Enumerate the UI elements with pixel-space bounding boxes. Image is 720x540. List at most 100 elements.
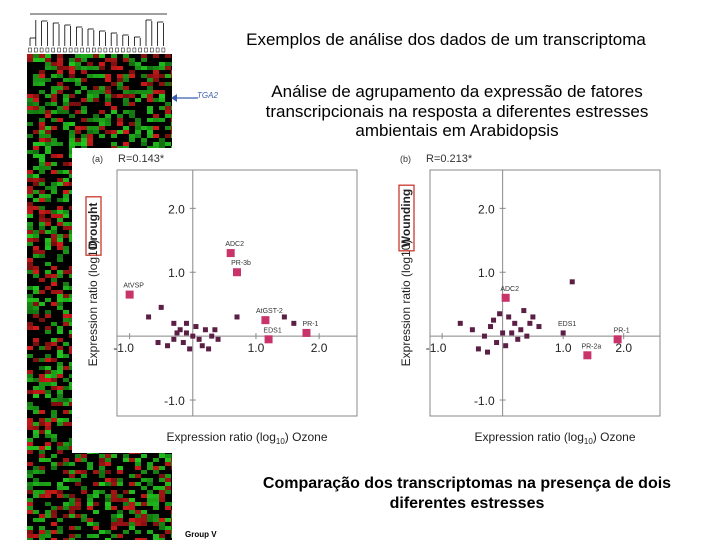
data-point	[199, 343, 205, 349]
x-tick-label: 2.0	[311, 341, 328, 355]
data-point	[485, 349, 490, 355]
point-label: EDS1	[263, 327, 281, 334]
data-point	[209, 333, 215, 339]
panel-background	[395, 148, 665, 453]
stress-label: Drought	[86, 203, 100, 250]
data-point	[500, 330, 506, 336]
data-point	[457, 320, 463, 326]
y-tick-label: 2.0	[168, 202, 185, 216]
point-label: PR-3b	[231, 260, 251, 267]
point-label: ADC2	[225, 241, 244, 248]
data-point	[469, 327, 475, 333]
data-point	[174, 330, 180, 336]
x-tick-label: -1.0	[113, 341, 134, 355]
slide-caption: Comparação dos transcriptomas na presenç…	[262, 475, 672, 512]
x-axis-label: Expression ratio (log10) Ozone	[475, 430, 636, 446]
plot-frame	[116, 169, 358, 417]
data-point	[503, 343, 509, 349]
stress-frame	[398, 184, 415, 252]
group-label: Group V	[185, 530, 217, 539]
data-point	[177, 327, 183, 333]
data-point	[183, 320, 189, 326]
data-point	[212, 327, 218, 333]
data-point	[171, 336, 177, 342]
data-point	[281, 314, 287, 320]
y-tick-label: 2.0	[478, 202, 495, 216]
scatter-panel-b: -1.0 1.0 2.0 2.0 1.0 -1.0 ADC2 EDS1 PR-1 PR-2a (b)…	[395, 148, 665, 453]
labeled-data-point	[501, 293, 510, 302]
data-point	[481, 333, 487, 339]
correlation-annotation: R=0.143*	[118, 153, 165, 165]
arrow-icon	[171, 94, 198, 102]
x-tick-label: -1.0	[426, 341, 447, 355]
x-axis-label: Expression ratio (log10) Ozone	[167, 430, 328, 446]
labeled-data-point	[613, 335, 622, 344]
stress-label: Wounding	[399, 189, 413, 247]
point-label: EDS1	[558, 321, 576, 328]
panel-background	[72, 148, 367, 453]
data-point	[530, 314, 536, 320]
data-point	[215, 336, 221, 342]
panel-label: (b)	[400, 154, 411, 164]
correlation-annotation: R=0.213*	[426, 153, 473, 165]
y-tick-label: 1.0	[168, 266, 185, 280]
data-point	[506, 314, 512, 320]
data-point	[146, 314, 152, 320]
data-point	[518, 327, 524, 333]
data-point	[187, 346, 193, 352]
plot-frame	[429, 169, 661, 417]
gene-label-tga2: TGA2	[197, 91, 218, 100]
data-point	[512, 320, 518, 326]
labeled-data-point	[226, 249, 235, 258]
data-point	[509, 330, 515, 336]
data-point	[488, 324, 494, 330]
data-point	[536, 324, 542, 330]
data-point	[497, 311, 503, 317]
scatter-panel-a: -1.0 1.0 2.0 2.0 1.0 -1.0 ADC2 PR-3b AtVSP AtGST-…	[72, 148, 367, 453]
data-point	[524, 333, 530, 339]
data-point	[521, 308, 527, 314]
y-tick-label: 1.0	[478, 266, 495, 280]
data-point	[196, 336, 202, 342]
panel-label: (a)	[92, 154, 103, 164]
data-point	[190, 333, 196, 339]
y-tick-label: -1.0	[474, 394, 495, 408]
labeled-data-point	[233, 268, 241, 277]
data-point	[155, 340, 161, 346]
y-axis-label: Expression ratio (log10)	[399, 240, 413, 367]
data-point	[569, 279, 575, 285]
point-label: PR-1	[302, 321, 318, 328]
y-axis-label: Expression ratio (log10)	[86, 240, 100, 367]
data-point	[475, 346, 481, 352]
labeled-data-point	[264, 335, 273, 344]
data-point	[206, 346, 212, 352]
slide-subtitle: Análise de agrupamento da expressão de f…	[265, 82, 649, 140]
point-label: PR-2a	[581, 343, 601, 350]
data-point	[180, 340, 186, 346]
labeled-data-point	[560, 330, 566, 336]
point-label: AtVSP	[123, 283, 144, 290]
data-point	[234, 314, 240, 320]
data-point	[202, 327, 208, 333]
point-label: PR-1	[614, 327, 630, 334]
x-tick-label: 1.0	[555, 341, 572, 355]
data-point	[193, 324, 199, 330]
data-point	[491, 317, 497, 323]
labeled-data-point	[302, 328, 311, 337]
point-label: ADC2	[500, 286, 519, 293]
labeled-data-point	[261, 316, 270, 325]
data-point	[171, 320, 177, 326]
data-point	[158, 304, 164, 310]
point-label: AtGST-2	[256, 308, 283, 315]
x-tick-label: 2.0	[615, 341, 632, 355]
slide-title: Exemplos de análise dos dados de um tran…	[246, 30, 646, 49]
data-point	[515, 336, 521, 342]
stress-frame	[85, 196, 102, 256]
data-point	[183, 330, 189, 336]
data-point	[527, 320, 533, 326]
data-point	[165, 343, 171, 349]
x-tick-label: 1.0	[248, 341, 265, 355]
data-point	[494, 340, 500, 346]
labeled-data-point	[125, 290, 134, 299]
data-point	[291, 320, 297, 326]
